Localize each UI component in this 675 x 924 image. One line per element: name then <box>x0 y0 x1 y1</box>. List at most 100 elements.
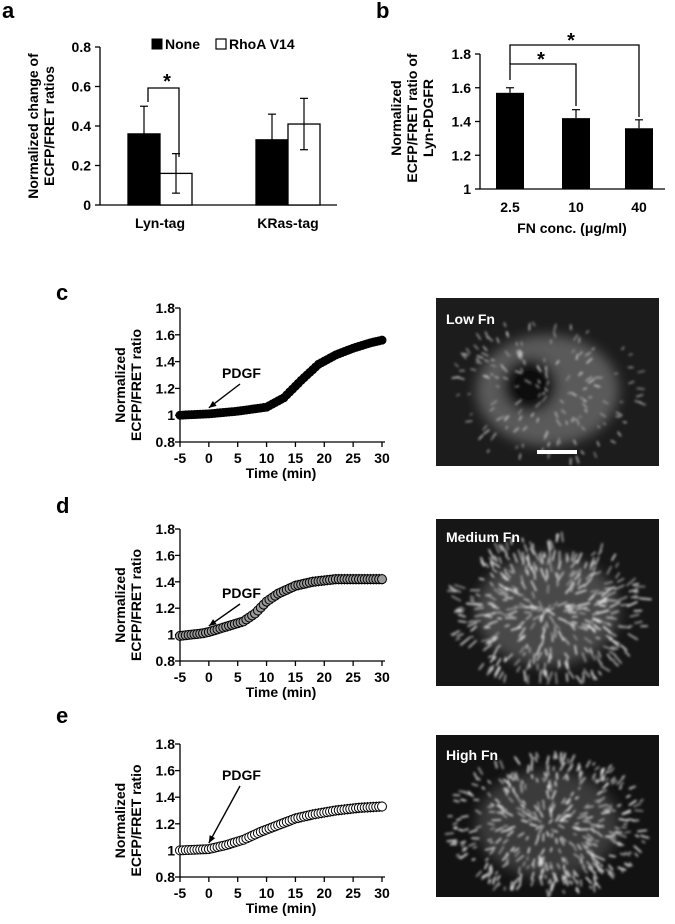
adhesion-streak <box>600 412 607 418</box>
adhesion-streak <box>615 415 621 418</box>
adhesion-streak <box>571 392 577 397</box>
adhesion-streak <box>474 607 485 610</box>
adhesion-streak <box>487 868 491 875</box>
adhesion-streak <box>513 427 519 433</box>
adhesion-streak <box>514 850 521 857</box>
adhesion-streak <box>570 582 576 593</box>
adhesion-streak <box>584 561 588 569</box>
adhesion-streak <box>555 571 558 578</box>
adhesion-streak <box>575 589 587 595</box>
data-series <box>175 335 387 420</box>
panel-letter-d: d <box>56 493 69 518</box>
adhesion-streak <box>606 869 615 876</box>
adhesion-streak <box>544 387 548 392</box>
adhesion-streak <box>573 334 579 341</box>
adhesion-streak <box>523 544 529 553</box>
adhesion-streak <box>475 870 482 877</box>
adhesion-streak <box>478 663 485 670</box>
adhesion-streak <box>490 803 495 807</box>
adhesion-streak <box>578 786 581 790</box>
adhesion-streak <box>494 376 499 379</box>
adhesion-streak <box>511 880 516 891</box>
adhesion-streak <box>636 387 645 390</box>
adhesion-streak <box>492 432 497 438</box>
adhesion-streak <box>586 833 594 840</box>
y-tick-label: 1 <box>167 407 175 423</box>
adhesion-streak <box>475 825 482 829</box>
adhesion-streak <box>514 589 518 594</box>
adhesion-streak <box>534 756 538 763</box>
x-tick-label: 40 <box>631 199 647 215</box>
adhesion-streak <box>599 543 604 554</box>
adhesion-streak <box>595 881 601 889</box>
chart-e: NormalizedECFP/FRET ratio 0.8 1 1.2 1.4 1.6 1.… <box>112 736 390 916</box>
adhesion-streak <box>482 375 490 379</box>
adhesion-streak <box>470 625 478 632</box>
adhesion-streak <box>532 614 543 621</box>
adhesion-streak <box>603 808 608 811</box>
adhesion-streak <box>579 777 586 785</box>
nucleus <box>502 358 557 413</box>
adhesion-streak <box>506 573 511 579</box>
adhesion-streak <box>600 863 603 868</box>
adhesion-streak <box>478 434 484 440</box>
adhesion-streak <box>595 570 602 575</box>
adhesion-streak <box>474 603 483 606</box>
adhesion-streak <box>480 556 486 567</box>
adhesion-streak <box>639 402 646 406</box>
adhesion-streak <box>492 877 496 885</box>
adhesion-streak <box>597 832 603 838</box>
x-tick-label: 25 <box>345 885 361 901</box>
adhesion-streak <box>514 756 521 765</box>
chart-b-xticks: 2.5 10 40 <box>500 199 647 215</box>
adhesion-streak <box>468 842 476 847</box>
adhesion-streak <box>545 373 548 379</box>
adhesion-streak <box>579 396 586 401</box>
adhesion-streak <box>606 806 613 812</box>
adhesion-streak <box>591 347 595 351</box>
adhesion-streak <box>454 609 462 613</box>
adhesion-streak <box>468 639 477 649</box>
adhesion-streak <box>578 770 582 777</box>
adhesion-streak <box>487 602 497 607</box>
adhesion-streak <box>600 768 604 774</box>
significance-bracket-b2 <box>509 44 640 117</box>
adhesion-streak <box>502 862 509 868</box>
adhesion-streak <box>515 445 519 449</box>
adhesion-streak <box>462 790 472 796</box>
adhesion-streak <box>496 644 501 649</box>
adhesion-streak <box>551 789 557 800</box>
adhesion-streak <box>605 777 609 782</box>
adhesion-streak <box>606 622 612 626</box>
adhesion-streak <box>535 752 539 759</box>
adhesion-streak <box>473 344 479 350</box>
adhesion-streak <box>582 671 585 679</box>
adhesion-streak <box>515 877 520 883</box>
bar <box>625 128 653 189</box>
adhesion-streak <box>543 433 546 441</box>
adhesion-streak <box>602 626 612 633</box>
adhesion-streak <box>487 336 493 342</box>
adhesion-streak <box>551 549 556 562</box>
adhesion-streak <box>590 828 596 832</box>
annotation-arrowhead <box>208 619 217 626</box>
chart-a-ylabel-text: Normalized change ofECFP/FRET ratios <box>25 53 57 199</box>
adhesion-streak <box>619 785 623 790</box>
adhesion-streak <box>561 761 566 768</box>
adhesion-streak <box>582 387 588 390</box>
adhesion-streak <box>581 623 590 627</box>
adhesion-streak <box>572 875 576 883</box>
adhesion-streak <box>542 624 546 630</box>
adhesion-streak <box>504 568 508 575</box>
adhesion-streak <box>576 418 580 426</box>
adhesion-streak <box>565 658 570 670</box>
adhesion-streak <box>544 670 547 677</box>
adhesion-streak <box>632 582 640 586</box>
adhesion-streak <box>581 625 589 630</box>
adhesion-streak <box>548 539 552 551</box>
adhesion-streak <box>469 620 482 623</box>
adhesion-streak <box>538 553 542 564</box>
adhesion-streak <box>565 813 571 818</box>
adhesion-streak <box>481 873 489 878</box>
adhesion-streak <box>566 556 569 563</box>
